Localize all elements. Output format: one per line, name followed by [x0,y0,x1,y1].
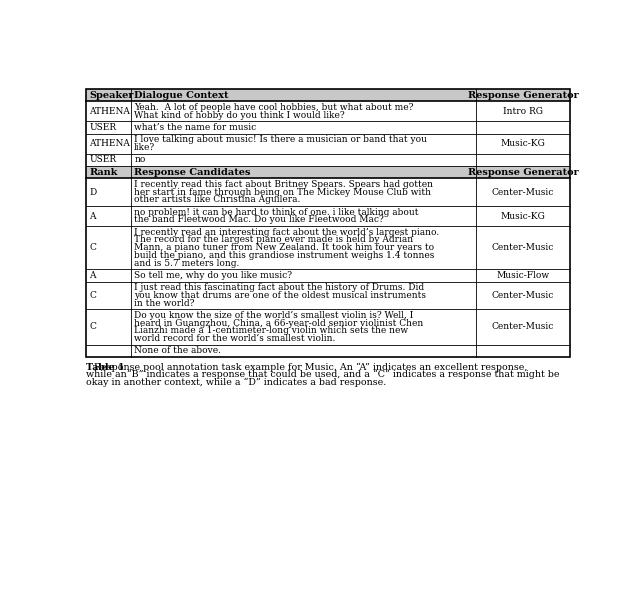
Text: I just read this fascinating fact about the history of Drums. Did: I just read this fascinating fact about … [134,283,424,292]
Text: Table 1: Table 1 [86,362,124,371]
Text: What kind of hobby do you think I would like?: What kind of hobby do you think I would … [134,111,345,120]
Text: Center-Music: Center-Music [492,322,554,332]
Bar [86,89,570,357]
Text: I recently read an interesting fact about the world’s largest piano.: I recently read an interesting fact abou… [134,227,440,237]
Text: Intro RG: Intro RG [503,106,543,116]
Text: Music-KG: Music-KG [500,212,545,221]
Text: None of the above.: None of the above. [134,346,221,355]
Text: I love talking about music! Is there a musician or band that you: I love talking about music! Is there a m… [134,136,428,145]
Text: ATHENA: ATHENA [90,106,131,116]
Text: A: A [90,271,96,280]
Text: Dialogue Context: Dialogue Context [134,91,228,100]
Text: like?: like? [134,143,156,152]
Text: heard in Guangzhou, China, a 66-year-old senior violinist Chen: heard in Guangzhou, China, a 66-year-old… [134,319,424,328]
Text: while an“B” indicates a response that could be used, and a “C” indicates a respo: while an“B” indicates a response that co… [86,370,559,379]
Text: Speaker: Speaker [90,91,134,100]
Text: Center-Music: Center-Music [492,291,554,300]
Text: Response Generator: Response Generator [468,168,579,177]
Text: Yeah.  A lot of people have cool hobbies, but what about me?: Yeah. A lot of people have cool hobbies,… [134,103,413,112]
Text: USER: USER [90,123,116,132]
Bar [86,166,570,178]
Text: you know that drums are one of the oldest musical instruments: you know that drums are one of the oldes… [134,291,426,300]
Text: okay in another context, while a “D” indicates a bad response.: okay in another context, while a “D” ind… [86,377,386,387]
Text: other artists like Christina Aguilera.: other artists like Christina Aguilera. [134,195,301,204]
Text: what’s the name for music: what’s the name for music [134,123,257,132]
Text: I recently read this fact about Britney Spears. Spears had gotten: I recently read this fact about Britney … [134,180,433,189]
Text: ATHENA: ATHENA [90,139,131,148]
Text: Response pool annotation task example for Music. An “A” indicates an excellent r: Response pool annotation task example fo… [88,362,527,372]
Text: Response Generator: Response Generator [468,91,579,100]
Text: Response Candidates: Response Candidates [134,168,251,177]
Text: The record for the largest piano ever made is held by Adrian: The record for the largest piano ever ma… [134,235,413,244]
Text: Do you know the size of the world’s smallest violin is? Well, I: Do you know the size of the world’s smal… [134,311,413,320]
Text: Music-Flow: Music-Flow [497,271,550,280]
Text: Center-Music: Center-Music [492,243,554,252]
Bar [86,89,570,101]
Text: in the world?: in the world? [134,299,195,307]
Text: A: A [90,212,96,221]
Text: no: no [134,155,146,165]
Text: the band Fleetwood Mac. Do you like Fleetwood Mac?: the band Fleetwood Mac. Do you like Flee… [134,215,384,224]
Text: world record for the world’s smallest violin.: world record for the world’s smallest vi… [134,334,335,343]
Text: Music-KG: Music-KG [500,139,545,148]
Text: D: D [90,188,97,197]
Text: Rank: Rank [90,168,118,177]
Text: C: C [90,243,96,252]
Text: build the piano, and this grandiose instrument weighs 1.4 tonnes: build the piano, and this grandiose inst… [134,251,435,260]
Text: Mann, a piano tuner from New Zealand. It took him four years to: Mann, a piano tuner from New Zealand. It… [134,243,435,252]
Text: So tell me, why do you like music?: So tell me, why do you like music? [134,271,292,280]
Text: and is 5.7 meters long.: and is 5.7 meters long. [134,258,239,267]
Text: Center-Music: Center-Music [492,188,554,197]
Text: C: C [90,291,96,300]
Text: no problem! it can be hard to think of one. i like talking about: no problem! it can be hard to think of o… [134,208,419,217]
Text: Lianzhi made a 1-centimeter-long violin which sets the new: Lianzhi made a 1-centimeter-long violin … [134,326,408,335]
Text: C: C [90,322,96,332]
Text: USER: USER [90,155,116,165]
Text: her start in fame through being on The Mickey Mouse Club with: her start in fame through being on The M… [134,188,431,197]
